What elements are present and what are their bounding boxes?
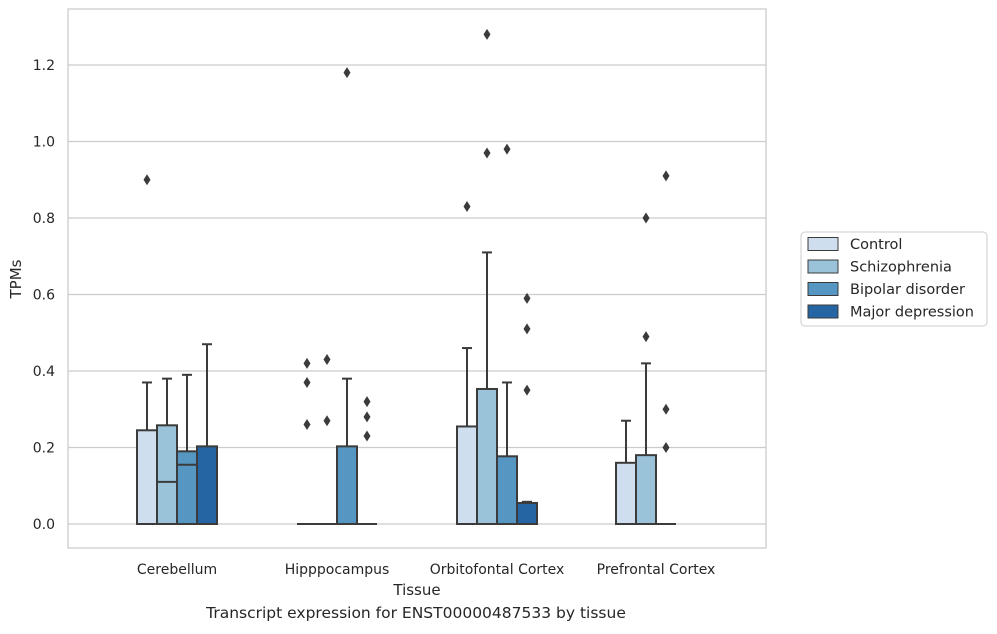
box-bipolar-disorder — [656, 170, 676, 525]
y-axis-ticks: 0.0 0.2 0.4 0.6 0.8 1.0 1.2 — [33, 58, 55, 533]
outlier-point — [642, 212, 650, 224]
box-body — [336, 445, 358, 526]
y-tick-label: 0.4 — [33, 364, 55, 380]
legend-label: Major depression — [850, 305, 974, 321]
box-schizophrenia — [635, 212, 657, 525]
outlier-point — [363, 430, 371, 442]
chart-caption: Transcript expression for ENST0000048753… — [206, 604, 626, 622]
box-schizophrenia — [317, 354, 337, 525]
box-body — [516, 501, 538, 525]
box-control — [456, 201, 478, 525]
legend-label: Schizophrenia — [850, 260, 952, 276]
box-body — [176, 450, 198, 526]
box-control — [297, 357, 317, 525]
legend-swatch — [807, 304, 839, 319]
outlier-point — [662, 170, 670, 182]
box-body — [196, 445, 218, 526]
outlier-point — [523, 384, 531, 396]
box-body — [476, 387, 498, 526]
box-body — [615, 461, 637, 525]
y-tick-label: 1.2 — [33, 58, 55, 74]
gridlines — [68, 64, 766, 525]
box-major-depression — [516, 292, 538, 525]
boxes — [136, 28, 676, 526]
y-tick-label: 0.0 — [33, 517, 55, 533]
outlier-point — [483, 147, 491, 159]
outlier-point — [523, 323, 531, 335]
legend-frame — [800, 231, 988, 327]
box-body — [136, 429, 158, 526]
outlier-point — [483, 28, 491, 40]
outlier-point — [303, 419, 311, 431]
x-axis-ticks: Cerebellum Hipppocampus Orbitofontal Corte… — [137, 562, 715, 578]
box-schizophrenia — [476, 28, 498, 526]
legend-label: Bipolar disorder — [850, 282, 965, 298]
outlier-point — [363, 411, 371, 423]
outlier-point — [303, 357, 311, 369]
x-tick-label: Orbitofontal Cortex — [430, 562, 565, 578]
box-body — [456, 425, 478, 525]
outlier-point — [662, 442, 670, 453]
box-bipolar-disorder — [336, 67, 358, 526]
outlier-point — [323, 354, 331, 366]
box-body — [156, 424, 178, 525]
box-body — [496, 455, 518, 525]
box-body — [635, 454, 657, 525]
outlier-point — [642, 331, 650, 343]
box-control — [615, 419, 637, 525]
box-bipolar-disorder — [496, 143, 518, 525]
legend-swatch — [807, 259, 839, 274]
y-axis-title: TPMs — [7, 259, 25, 299]
outlier-point — [303, 376, 311, 388]
y-tick-label: 1.0 — [33, 135, 55, 151]
legend: Control Schizophrenia Bipolar disorder Majo… — [800, 231, 988, 327]
x-tick-label: Hipppocampus — [285, 562, 390, 578]
y-tick-label: 0.8 — [33, 211, 55, 227]
x-tick-label: Prefrontal Cortex — [597, 562, 716, 578]
x-tick-label: Cerebellum — [137, 562, 217, 578]
outlier-point — [363, 396, 371, 408]
plot-frame — [67, 8, 767, 549]
box-major-depression — [357, 396, 377, 525]
legend-swatch — [807, 237, 839, 251]
y-tick-label: 0.6 — [33, 288, 55, 304]
box-control — [136, 174, 158, 526]
outlier-point — [463, 201, 471, 213]
box-bipolar-disorder — [176, 373, 198, 526]
legend-label: Control — [850, 237, 902, 253]
legend-swatch — [807, 282, 839, 296]
outlier-point — [523, 292, 531, 304]
box-major-depression — [196, 343, 218, 526]
outlier-point — [323, 415, 331, 427]
outlier-point — [143, 174, 151, 186]
outlier-point — [343, 67, 351, 79]
outlier-point — [662, 403, 670, 415]
x-axis-title: Tissue — [392, 581, 440, 599]
y-tick-label: 0.2 — [33, 441, 55, 457]
box-schizophrenia — [156, 377, 178, 525]
outlier-point — [503, 143, 511, 155]
